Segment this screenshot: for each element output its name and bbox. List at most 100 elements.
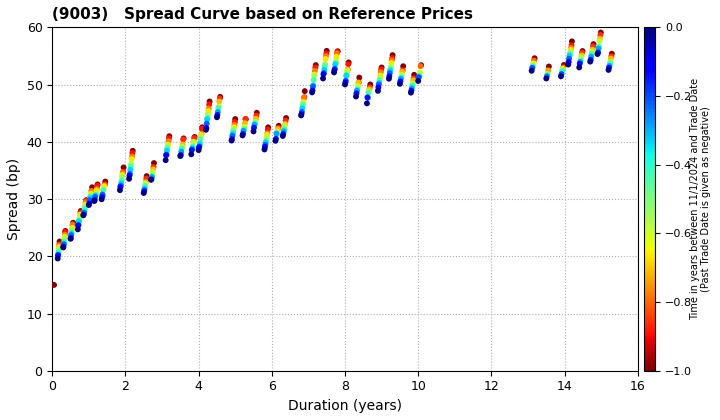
Point [375,66,387,73]
Point [53,245,65,252]
Point [526,68,537,74]
Point [228,128,239,135]
Point [197,124,208,131]
Point [280,118,292,124]
Point [118,164,130,171]
Point [238,127,249,134]
Point [123,176,135,182]
Point [603,63,615,69]
Point [141,173,153,179]
Point [277,131,289,137]
Point [48,281,60,288]
Point [330,61,341,68]
Point [342,66,354,73]
Point [320,50,332,57]
Point [72,226,84,233]
Point [384,70,395,76]
Point [80,197,91,204]
Point [194,140,206,147]
Point [99,181,111,188]
Point [86,188,97,194]
Point [90,192,102,199]
Point [204,98,215,105]
Point [86,184,98,191]
Point [78,208,90,215]
Point [75,207,86,214]
Point [343,59,354,66]
Point [91,187,102,194]
Point [593,49,604,56]
Point [114,187,126,194]
Point [343,61,354,68]
Point [363,88,374,94]
Point [330,60,341,67]
Point [408,77,419,84]
Point [187,139,199,145]
Point [66,229,78,236]
Point [575,54,587,60]
Point [270,137,282,144]
Point [203,105,215,112]
Point [329,65,341,72]
Point [124,172,135,179]
Point [374,80,385,87]
Point [295,112,307,119]
Point [116,173,127,180]
Point [564,49,576,55]
Point [161,152,172,159]
Point [298,94,310,101]
Point [212,109,224,116]
Point [593,43,605,50]
Point [320,60,331,67]
Point [557,66,569,72]
Point [115,182,127,189]
Point [226,136,238,142]
Point [124,171,135,177]
Point [189,134,200,140]
Point [543,63,554,70]
Point [372,87,384,94]
Point [542,67,554,74]
Point [176,148,187,155]
Point [272,126,284,132]
Point [383,75,395,82]
Point [318,75,329,82]
Point [588,43,599,50]
Point [67,222,78,228]
Point [270,136,282,142]
Point [97,192,109,199]
Point [227,133,238,139]
Point [125,160,137,167]
Point [557,68,568,74]
Point [52,255,63,262]
Point [279,126,290,133]
Point [258,146,270,153]
Point [594,38,606,45]
Point [114,184,126,190]
Point [261,130,273,136]
Point [605,55,616,62]
Y-axis label: Spread (bp): Spread (bp) [7,158,21,240]
Point [603,66,614,73]
Point [177,136,189,143]
Point [280,115,292,121]
Point [84,195,96,202]
Point [297,100,309,107]
Point [564,52,575,59]
Point [394,81,405,87]
Point [541,75,552,82]
Point [341,72,352,79]
Point [116,177,127,184]
Point [78,212,89,219]
Point [588,41,599,47]
Point [310,62,322,68]
Point [96,191,108,198]
Point [351,87,363,94]
Point [227,131,238,137]
Point [386,60,397,66]
Point [240,116,251,122]
Point [575,59,586,66]
Point [74,211,86,218]
Point [201,125,212,131]
Point [99,182,110,189]
